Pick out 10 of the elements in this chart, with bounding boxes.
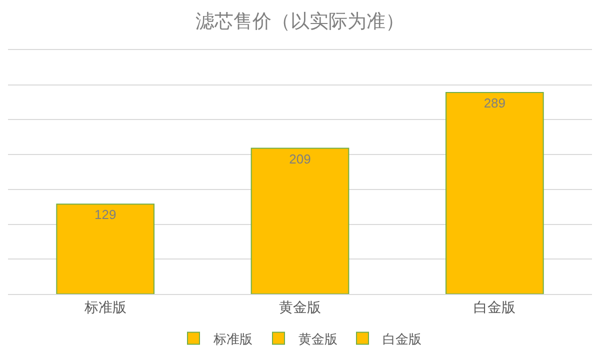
x-tick-label: 白金版 (474, 298, 516, 315)
x-tick-label: 标准版 (83, 298, 126, 315)
data-label: 209 (289, 151, 311, 166)
legend-label: 标准版 (212, 331, 252, 346)
legend-label: 白金版 (382, 331, 422, 346)
chart-title: 滤芯售价（以实际为准） (196, 10, 404, 33)
x-tick-label: 黄金版 (279, 298, 321, 315)
data-label: 289 (484, 96, 506, 111)
data-label: 129 (94, 207, 116, 222)
legend-label: 黄金版 (298, 331, 338, 346)
